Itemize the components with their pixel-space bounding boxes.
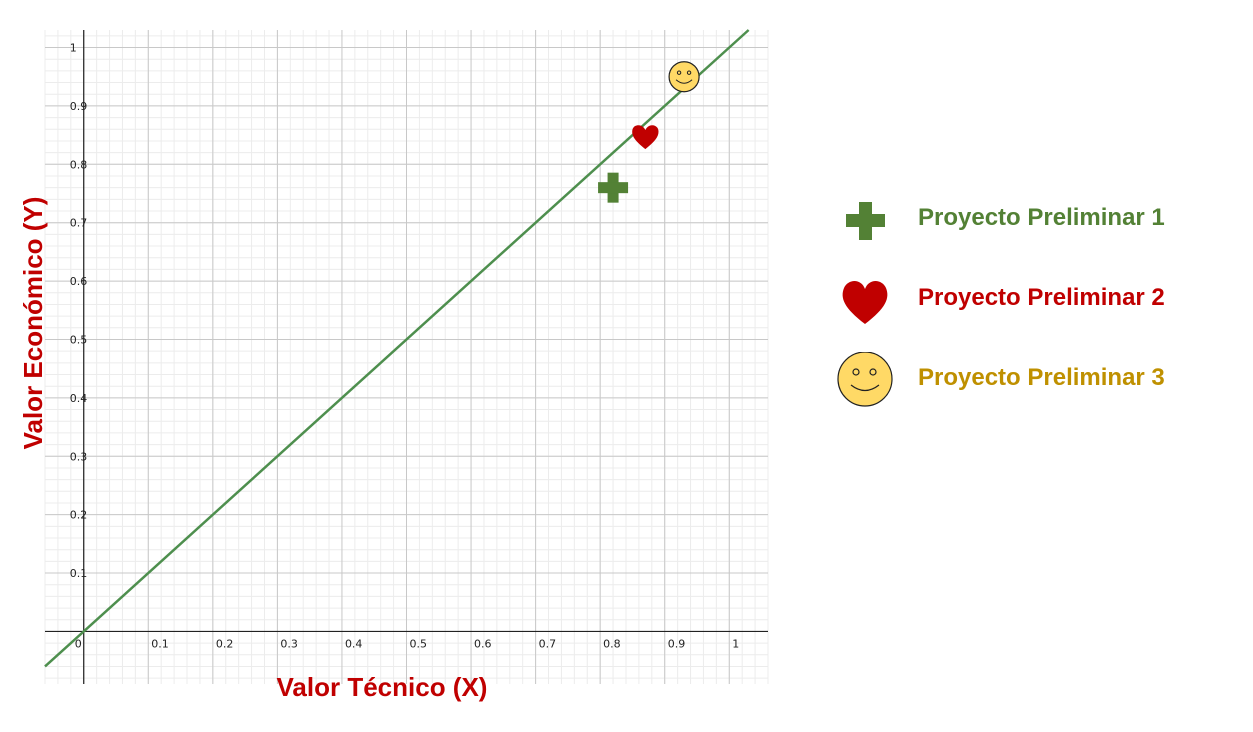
y-tick-label: 1	[70, 42, 77, 55]
x-tick-label: 0.6	[474, 637, 492, 650]
y-tick-label: 0.4	[70, 392, 88, 405]
legend-label: Proyecto Preliminar 3	[918, 364, 1165, 391]
y-tick-label: 0.5	[70, 333, 88, 346]
plus-icon	[846, 202, 885, 240]
x-axis-label: Valor Técnico (X)	[277, 672, 488, 702]
smiley-point	[668, 61, 700, 93]
heart-point	[632, 125, 659, 150]
y-tick-label: 0.6	[70, 275, 88, 288]
y-tick-label: 0.7	[70, 217, 88, 230]
x-tick-label: 0.4	[345, 637, 363, 650]
plus-icon	[598, 182, 629, 194]
y-axis-label: Valor Económico (Y)	[18, 197, 48, 450]
reference-line	[44, 29, 750, 668]
y-tick-label: 0.8	[70, 158, 88, 171]
x-tick-label: 0.3	[280, 637, 298, 650]
legend-label: Proyecto Preliminar 2	[918, 284, 1165, 311]
smiley-eye	[686, 70, 692, 75]
diagonal-line	[44, 29, 750, 668]
smiley-icon	[837, 352, 893, 407]
plus-point	[598, 172, 629, 203]
smiley-icon	[668, 61, 700, 93]
legend-item-1: Proyecto Preliminar 1	[836, 192, 1246, 248]
data-points	[598, 61, 700, 203]
legend-label: Proyecto Preliminar 1	[918, 204, 1165, 231]
x-tick-label: 0.8	[603, 637, 621, 650]
legend-item-2: Proyecto Preliminar 2	[836, 272, 1246, 328]
chart: 0 0.1 0.2 0.3 0.4 0.5 0.6 0.7 0.8 0.9 1 0.1 0.2 0.3 0.…	[18, 29, 769, 702]
tick-labels: 0 0.1 0.2 0.3 0.4 0.5 0.6 0.7 0.8 0.9 1 0.1 0.2 0.3 0.…	[70, 42, 740, 651]
axes	[45, 30, 768, 684]
y-tick-label: 0.1	[70, 567, 88, 580]
x-tick-label: 0.7	[539, 637, 557, 650]
smiley-eye	[676, 70, 682, 75]
y-tick-label: 0.3	[70, 450, 88, 463]
x-tick-label: 1	[732, 637, 739, 650]
heart-icon	[632, 125, 659, 150]
x-tick-label: 0.2	[216, 637, 234, 650]
legend-item-3: Proyecto Preliminar 3	[836, 352, 1246, 408]
y-tick-label: 0.9	[70, 100, 88, 113]
x-tick-label: 0.1	[151, 637, 169, 650]
y-tick-label: 0.2	[70, 509, 88, 522]
smiley-mouth	[675, 79, 693, 84]
x-tick-label: 0.9	[668, 637, 686, 650]
x-tick-label: 0.5	[410, 637, 428, 650]
major-grid	[45, 30, 768, 684]
heart-icon	[842, 281, 888, 324]
x-tick-label: 0	[75, 637, 82, 650]
